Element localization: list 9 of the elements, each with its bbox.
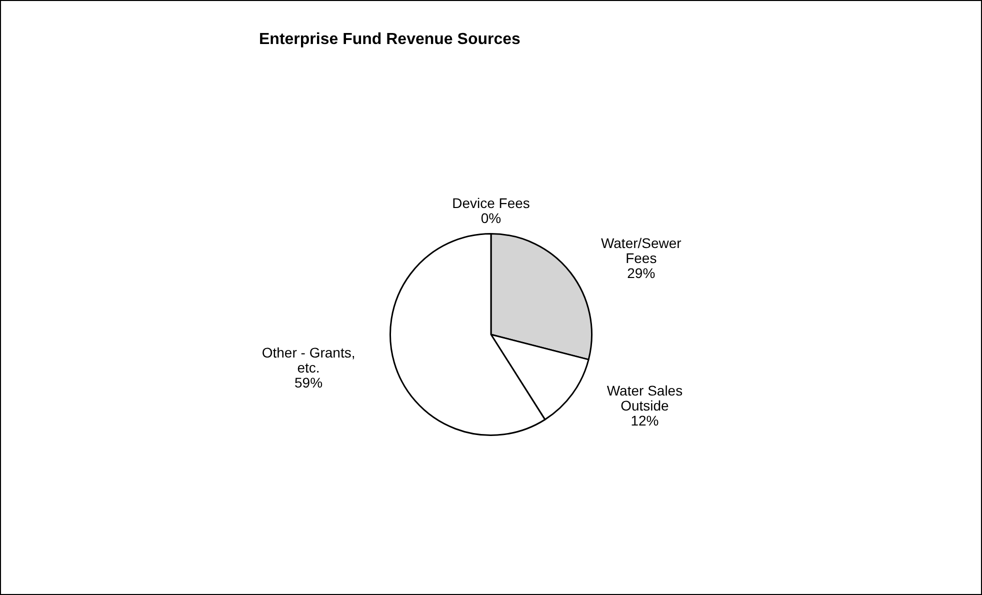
- chart-title: Enterprise Fund Revenue Sources: [259, 31, 520, 49]
- slice-label: Other - Grants, etc.: [262, 344, 356, 376]
- slice-label: Water/Sewer Fees: [600, 235, 682, 266]
- text: 0%: [480, 210, 502, 226]
- data-label: 29%: [627, 265, 656, 282]
- slice-label: Water Sales Outside: [606, 382, 683, 414]
- category-label: Device Fees: [452, 195, 530, 212]
- data-label: 59%: [294, 374, 323, 391]
- data-label: 12%: [630, 412, 659, 429]
